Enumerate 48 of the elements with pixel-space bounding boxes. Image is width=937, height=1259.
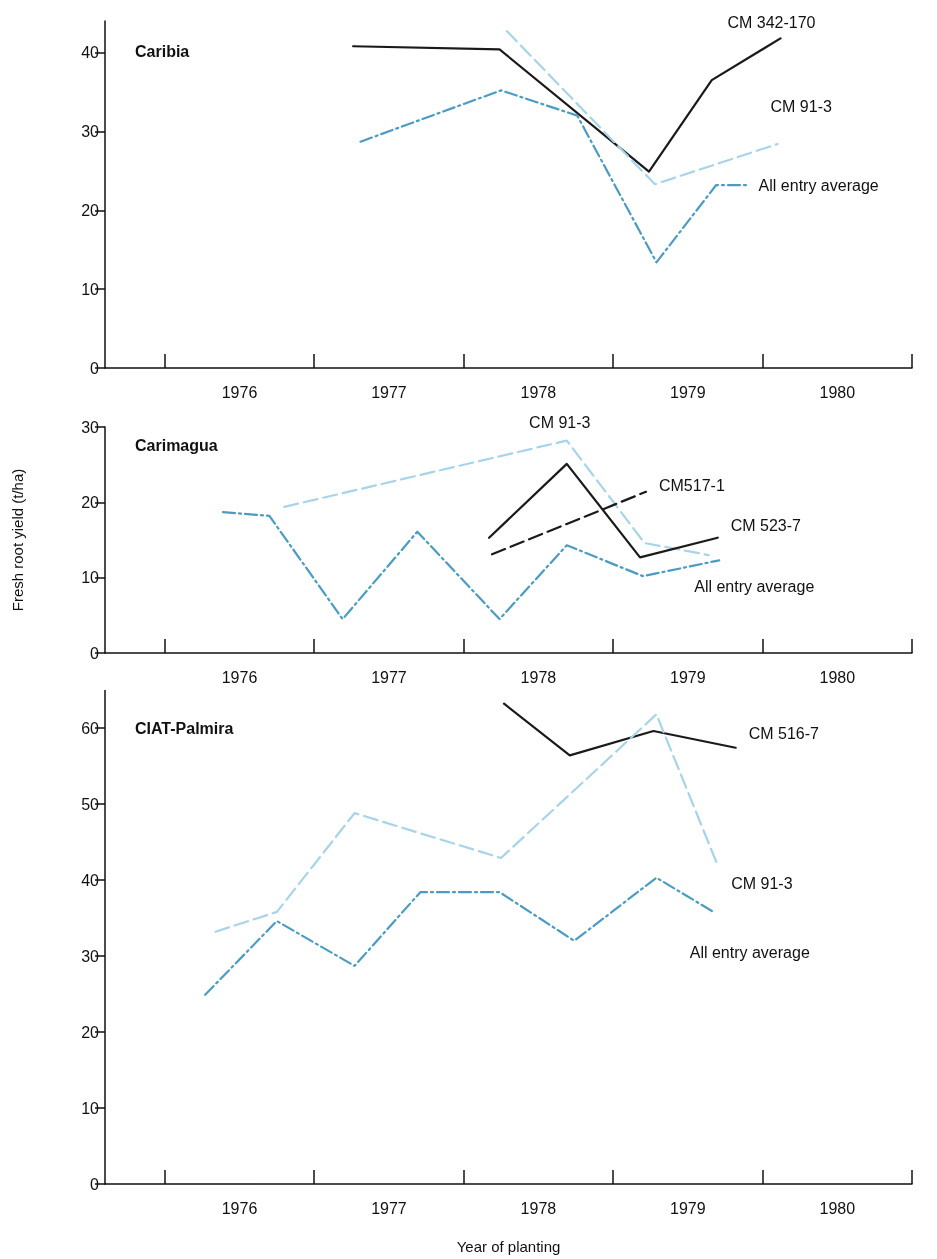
y-tick-label: 20 xyxy=(81,493,100,511)
line-series xyxy=(502,702,737,757)
y-tick-label: 30 xyxy=(81,122,100,140)
x-tick-label: 1980 xyxy=(819,1199,856,1217)
x-tick-label: 1978 xyxy=(520,1199,557,1217)
x-tick-label: 1979 xyxy=(670,383,706,401)
y-tick-label: 0 xyxy=(90,359,100,377)
x-tick-label: 1978 xyxy=(520,668,557,686)
series-label: All entry average xyxy=(694,577,815,595)
line-series xyxy=(359,89,749,264)
x-tick-label: 1979 xyxy=(670,1199,706,1217)
series-label: CM 342-170 xyxy=(727,13,816,31)
series-label: CM517-1 xyxy=(658,477,725,495)
y-tick-label: 30 xyxy=(81,947,100,965)
x-tick-label: 1977 xyxy=(371,668,407,686)
y-tick-label: 10 xyxy=(81,569,100,587)
x-tick-label: 1976 xyxy=(221,1199,258,1217)
series-label: CM 91-3 xyxy=(529,414,591,432)
x-tick-label: 1979 xyxy=(670,668,706,686)
y-tick-label: 60 xyxy=(81,719,100,737)
text: CIAT-Palmira xyxy=(135,719,234,737)
y-tick-label: 0 xyxy=(90,1175,100,1193)
series-label: All entry average xyxy=(758,176,879,194)
x-tick-label: 1976 xyxy=(221,668,258,686)
text: Carimagua xyxy=(135,436,218,454)
series-label: CM 91-3 xyxy=(770,97,832,115)
series-label: CM 516-7 xyxy=(748,725,820,743)
x-tick-label: 1980 xyxy=(819,383,856,401)
y-tick-label: 20 xyxy=(81,201,100,219)
x-tick-label: 1976 xyxy=(221,383,258,401)
y-tick-label: 10 xyxy=(81,280,100,298)
x-tick-label: 1978 xyxy=(520,383,557,401)
y-tick-label: 40 xyxy=(81,44,100,62)
series-label: CM 523-7 xyxy=(730,517,802,535)
text: All entry average xyxy=(689,944,810,962)
y-tick-label: 20 xyxy=(81,1023,100,1041)
y-tick-label: 0 xyxy=(90,644,100,662)
y-tick-label: 40 xyxy=(81,871,100,889)
y-tick-label: 30 xyxy=(81,418,100,436)
x-tick-label: 1977 xyxy=(371,383,407,401)
x-tick-label: 1980 xyxy=(819,668,856,686)
text: Caribia xyxy=(135,42,190,60)
y-tick-label: 50 xyxy=(81,795,100,813)
x-tick-label: 1977 xyxy=(371,1199,407,1217)
x-axis-title: Year of planting xyxy=(456,1238,561,1255)
y-tick-label: 10 xyxy=(81,1099,100,1117)
series-label: CM 91-3 xyxy=(731,875,793,893)
y-axis-title: Fresh root yield (t/ha) xyxy=(9,468,26,612)
